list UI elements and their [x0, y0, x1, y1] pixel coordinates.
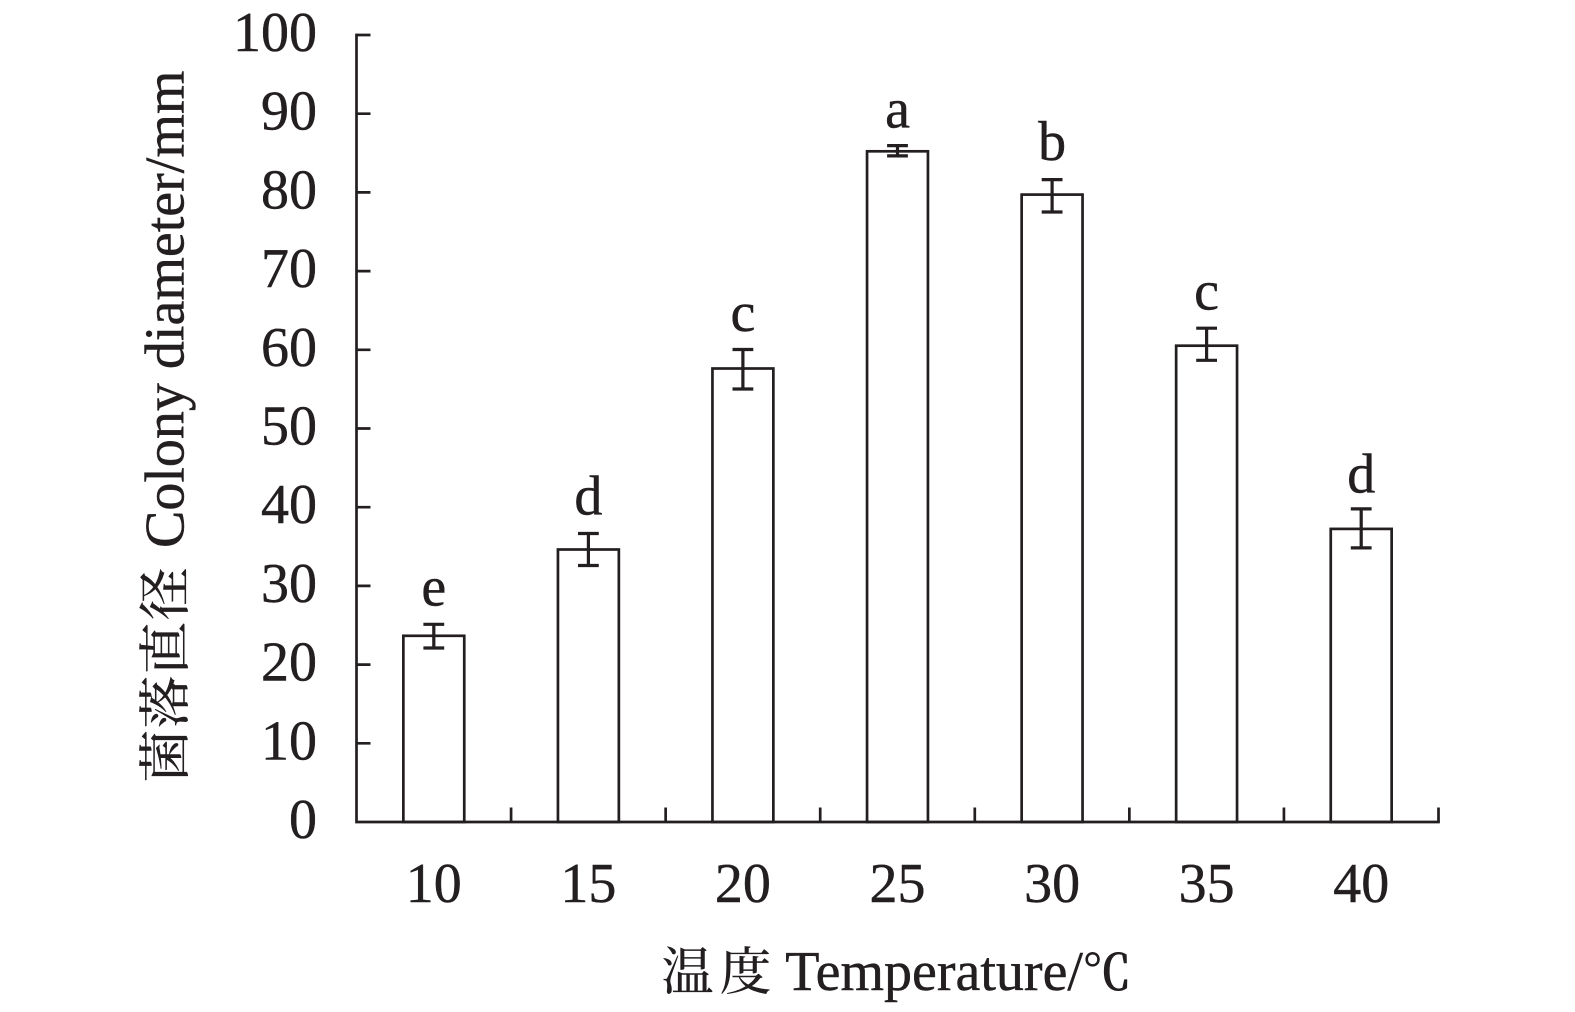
svg-text:40: 40: [261, 474, 317, 536]
svg-text:b: b: [1038, 111, 1066, 173]
svg-text:30: 30: [1024, 853, 1080, 915]
svg-text:c: c: [730, 282, 755, 344]
svg-text:60: 60: [261, 317, 317, 379]
svg-text:c: c: [1194, 260, 1219, 322]
svg-text:d: d: [1347, 444, 1375, 506]
svg-text:100: 100: [233, 2, 317, 64]
svg-text:80: 80: [261, 159, 317, 221]
svg-text:25: 25: [870, 853, 926, 915]
svg-text:90: 90: [261, 81, 317, 143]
svg-text:10: 10: [406, 853, 462, 915]
svg-text:Temperature/: Temperature/: [785, 941, 1083, 1003]
svg-text:70: 70: [261, 238, 317, 300]
svg-text:a: a: [885, 79, 910, 141]
svg-text:e: e: [421, 557, 446, 619]
svg-text:20: 20: [715, 853, 771, 915]
svg-text:15: 15: [560, 853, 616, 915]
svg-text:0: 0: [289, 789, 317, 851]
svg-text:30: 30: [261, 553, 317, 615]
svg-text:50: 50: [261, 396, 317, 458]
svg-text:40: 40: [1333, 853, 1389, 915]
svg-text:Colony diameter/mm: Colony diameter/mm: [135, 71, 197, 548]
svg-text:35: 35: [1179, 853, 1235, 915]
svg-text:10: 10: [261, 710, 317, 772]
svg-text:20: 20: [261, 632, 317, 694]
svg-text:d: d: [574, 465, 602, 527]
